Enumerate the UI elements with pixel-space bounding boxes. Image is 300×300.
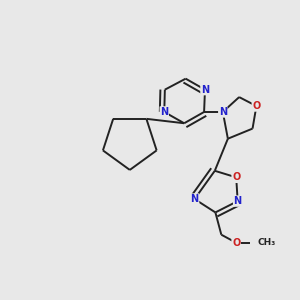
Text: N: N: [234, 196, 242, 206]
Text: O: O: [232, 172, 240, 182]
Text: CH₃: CH₃: [258, 238, 276, 247]
Text: N: N: [201, 85, 209, 95]
Text: N: N: [190, 194, 199, 204]
Text: N: N: [160, 107, 168, 117]
Text: O: O: [252, 101, 260, 111]
Text: N: N: [219, 107, 227, 117]
Text: O: O: [232, 238, 240, 248]
